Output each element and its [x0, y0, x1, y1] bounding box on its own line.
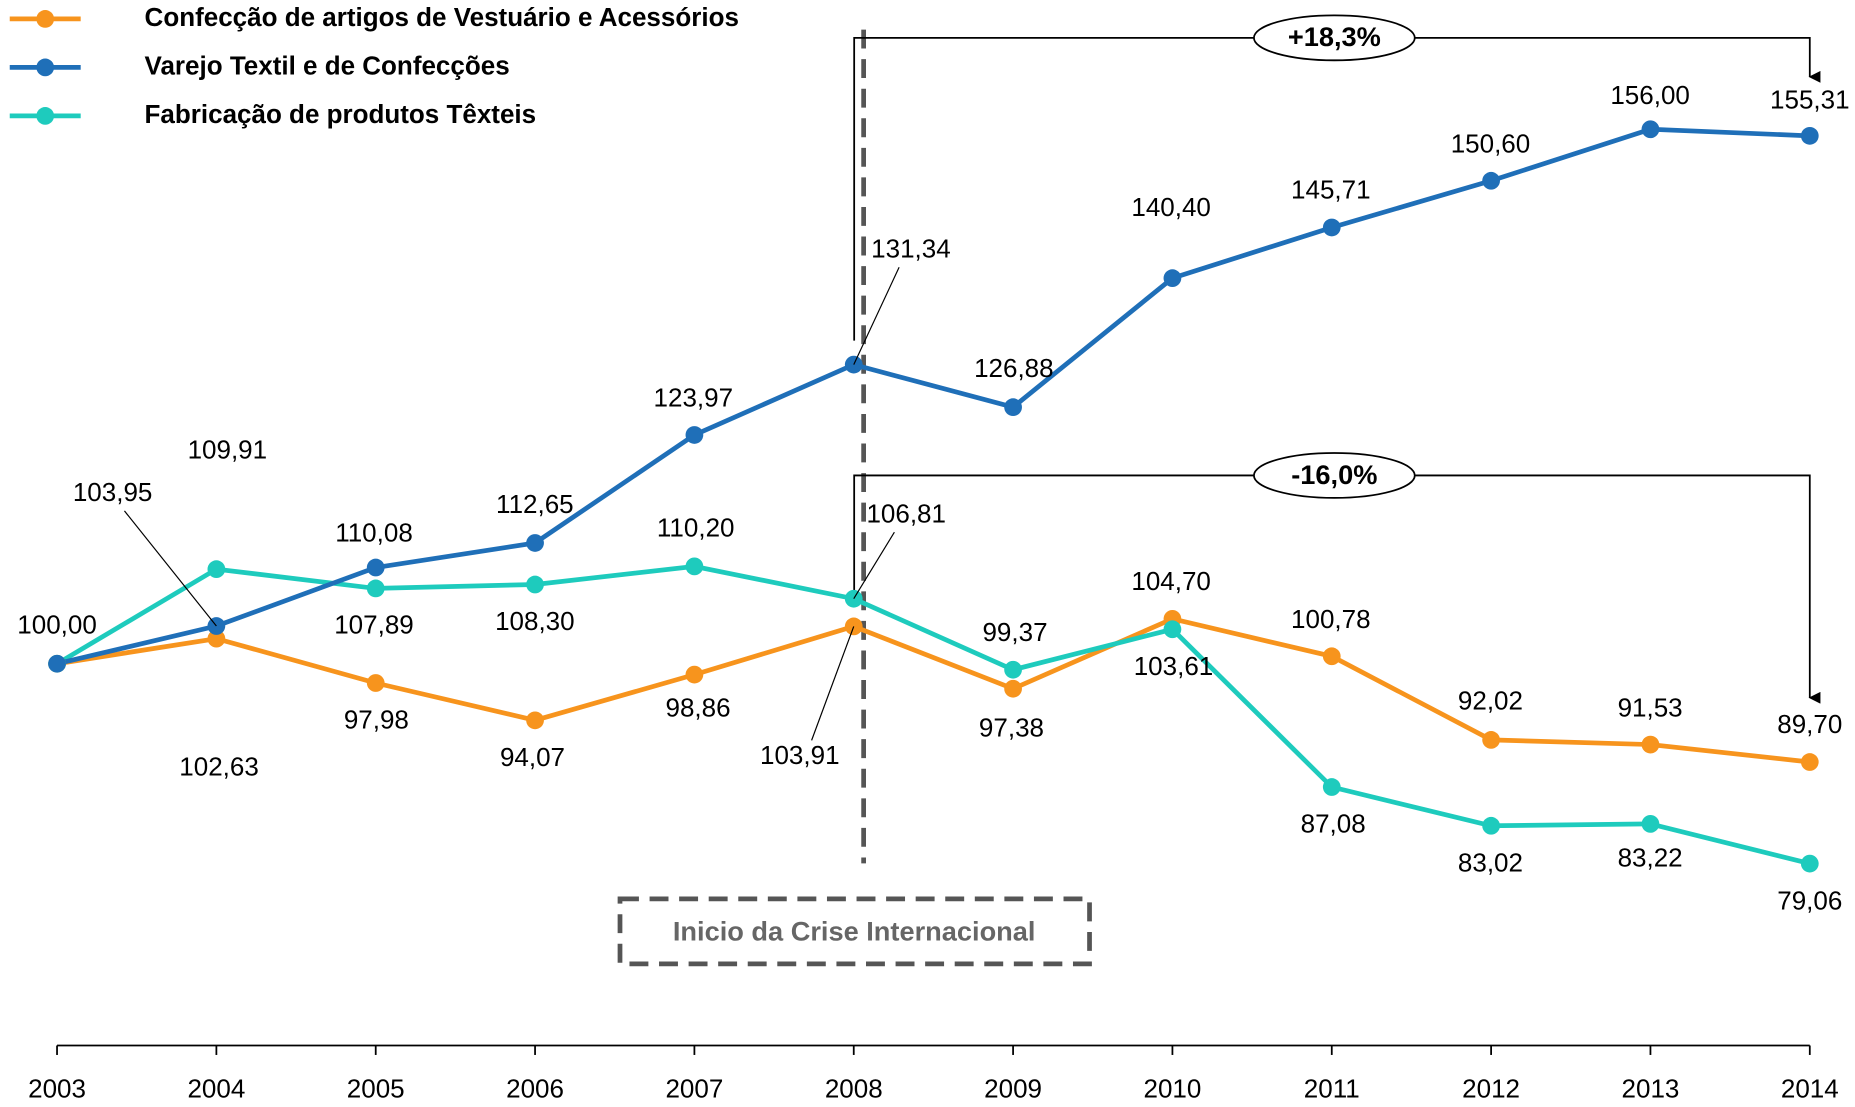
data-point — [1163, 269, 1182, 288]
annotation: Inicio da Crise Internacional — [673, 915, 1036, 946]
data-point — [1004, 398, 1022, 417]
data-point — [1322, 778, 1341, 796]
data-point — [1641, 735, 1660, 754]
data-label: 79,06 — [1777, 885, 1842, 915]
series-line — [56, 126, 1810, 667]
data-label: 100,78 — [1291, 604, 1371, 634]
data-label: 102,63 — [179, 752, 259, 782]
x-tick-label: 2003 — [28, 1073, 86, 1103]
data-point — [1004, 679, 1022, 698]
data-label: 83,22 — [1618, 843, 1683, 873]
data-label: 91,53 — [1618, 692, 1683, 722]
x-tick-label: 2006 — [506, 1073, 564, 1103]
data-point — [685, 557, 704, 576]
data-point — [366, 674, 385, 692]
x-tick-label: 2004 — [187, 1073, 245, 1103]
data-label: 87,08 — [1301, 808, 1366, 838]
data-point — [685, 426, 704, 444]
data-label: 156,00 — [1610, 80, 1690, 110]
data-point — [1482, 731, 1500, 749]
legend-marker — [36, 107, 55, 125]
data-label: 112,65 — [496, 489, 574, 519]
data-label: 83,02 — [1458, 847, 1523, 877]
leader-line — [811, 626, 855, 741]
data-point — [207, 629, 226, 648]
data-label: 100,00 — [17, 610, 97, 640]
data-label: 107,89 — [334, 610, 414, 640]
x-tick-label: 2010 — [1144, 1073, 1202, 1103]
legend-marker — [36, 10, 55, 28]
data-label: 94,07 — [500, 742, 565, 772]
data-point — [1004, 660, 1022, 679]
data-point — [1641, 120, 1660, 139]
annotation: +18,3% — [1288, 21, 1381, 52]
x-tick-label: 2011 — [1304, 1073, 1360, 1103]
legend-label: Varejo Textil e de Confecções — [145, 50, 510, 80]
annotation-box — [1253, 452, 1416, 499]
data-label: 110,20 — [657, 513, 735, 543]
data-point — [1482, 171, 1500, 190]
data-point — [685, 665, 704, 684]
data-label: 92,02 — [1458, 685, 1523, 715]
data-point — [366, 558, 385, 577]
data-label: 131,34 — [871, 234, 951, 264]
leader-line — [853, 267, 900, 365]
data-point — [526, 711, 544, 730]
data-label: 106,81 — [866, 499, 946, 529]
series-line — [55, 563, 1811, 866]
legend-label: Fabricação de produtos Têxteis — [145, 99, 537, 129]
data-point — [1800, 753, 1819, 771]
annotation-box — [1253, 14, 1416, 62]
x-tick-label: 2012 — [1462, 1073, 1520, 1103]
data-label: 150,60 — [1451, 128, 1531, 158]
data-label: 155,31 — [1770, 85, 1850, 115]
data-point — [1163, 620, 1182, 639]
data-label: 109,91 — [188, 435, 268, 465]
data-point — [48, 654, 66, 673]
legend-label: Confecção de artigos de Vestuário e Aces… — [145, 2, 739, 32]
data-label: 97,98 — [344, 704, 409, 734]
x-tick-label: 2013 — [1622, 1073, 1680, 1103]
data-point — [1800, 854, 1819, 873]
annotation-box — [617, 896, 1092, 967]
data-point — [207, 617, 226, 635]
data-label: 140,40 — [1131, 192, 1211, 222]
data-label: 103,95 — [73, 477, 153, 507]
data-point — [844, 617, 863, 636]
data-point — [366, 579, 385, 598]
x-tick-label: 2007 — [665, 1073, 723, 1103]
x-tick-label: 2008 — [825, 1073, 883, 1103]
data-label: 97,38 — [979, 713, 1044, 743]
data-point — [207, 560, 226, 579]
leader-line — [853, 531, 895, 600]
data-label: 110,08 — [335, 517, 413, 547]
data-label: 104,70 — [1131, 566, 1211, 596]
data-point — [1800, 126, 1819, 145]
data-label: 89,70 — [1777, 709, 1842, 739]
x-tick-label: 2014 — [1781, 1073, 1839, 1103]
legend-marker — [36, 58, 55, 77]
data-point — [1641, 815, 1660, 833]
data-label: 103,61 — [1134, 651, 1214, 681]
data-point — [1322, 218, 1341, 237]
x-tick-label: 2005 — [347, 1073, 405, 1103]
data-label: 126,88 — [974, 353, 1054, 383]
x-tick-label: 2009 — [984, 1073, 1042, 1103]
data-label: 98,86 — [666, 692, 731, 722]
data-label: 108,30 — [495, 606, 575, 636]
data-label: 145,71 — [1291, 174, 1371, 204]
data-point — [526, 534, 544, 552]
data-label: 123,97 — [654, 383, 734, 413]
data-point — [1322, 647, 1341, 666]
annotation: -16,0% — [1291, 459, 1377, 490]
data-point — [1482, 816, 1500, 835]
data-label: 99,37 — [982, 617, 1047, 647]
data-point — [526, 575, 544, 594]
data-label: 103,91 — [760, 740, 840, 770]
series-line — [56, 616, 1811, 765]
leader-line — [123, 510, 217, 627]
